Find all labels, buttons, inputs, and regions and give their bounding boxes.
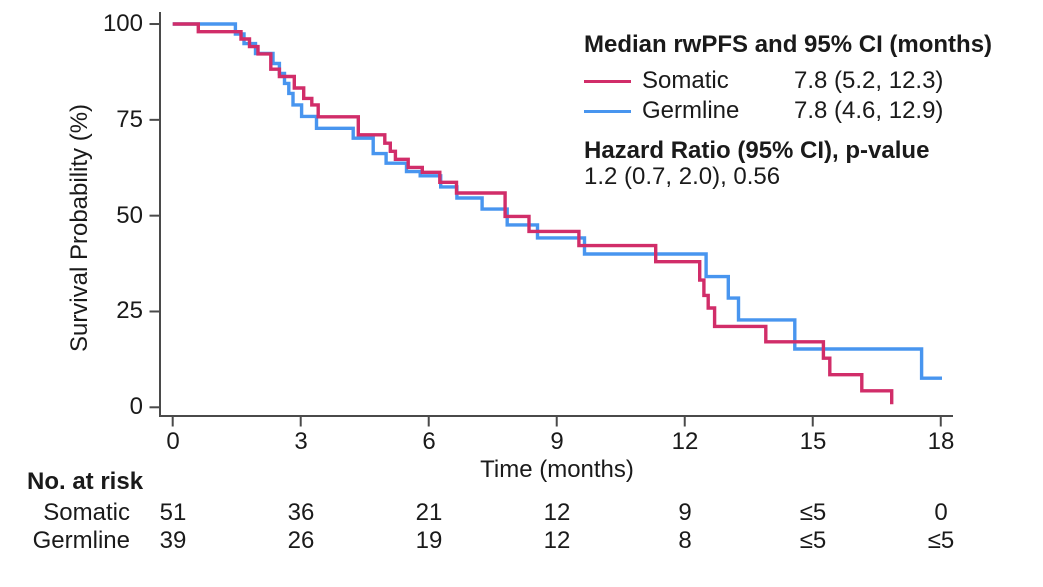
- risk-value-somatic-m0: 51: [159, 499, 187, 526]
- legend: Median rwPFS and 95% CI (months) Somatic…: [584, 32, 1036, 190]
- somatic-line-swatch: [584, 79, 631, 83]
- legend-row-germline: Germline 7.8 (4.6, 12.9): [584, 96, 1036, 126]
- x-tick-label-12: 12: [671, 428, 699, 455]
- risk-value-somatic-m12: 9: [678, 499, 692, 526]
- x-tick-label-15: 15: [799, 428, 827, 455]
- x-tick-label-9: 9: [550, 428, 564, 455]
- y-tick-label-25: 25: [116, 297, 143, 324]
- hazard-ratio-value: 1.2 (0.7, 2.0), 0.56: [584, 163, 781, 190]
- risk-value-somatic-m18: 0: [934, 499, 948, 526]
- risk-value-somatic-m6: 21: [415, 499, 443, 526]
- risk-table-title: No. at risk: [27, 468, 144, 495]
- legend-row-somatic: Somatic 7.8 (5.2, 12.3): [584, 66, 1036, 96]
- legend-label-germline: Germline: [642, 97, 740, 124]
- legend-title: Median rwPFS and 95% CI (months): [584, 31, 993, 58]
- risk-value-somatic-m9: 12: [543, 499, 571, 526]
- risk-row-label-somatic: Somatic: [43, 499, 130, 526]
- risk-value-germline-m6: 19: [415, 527, 443, 554]
- legend-value-germline: 7.8 (4.6, 12.9): [794, 97, 944, 124]
- x-tick-label-18: 18: [927, 428, 955, 455]
- legend-label-somatic: Somatic: [642, 67, 729, 94]
- risk-value-germline-m0: 39: [159, 527, 187, 554]
- x-tick-label-6: 6: [422, 428, 436, 455]
- y-tick-label-50: 50: [116, 202, 143, 229]
- y-tick-label-100: 100: [102, 10, 143, 37]
- y-tick-label-0: 0: [129, 393, 143, 420]
- risk-value-somatic-m15: ≤5: [799, 499, 827, 526]
- germline-line-swatch: [584, 109, 631, 113]
- x-axis-title: Time (months): [480, 456, 634, 483]
- survival-curve-germline: [172, 22, 942, 380]
- risk-row-label-germline: Germline: [32, 527, 130, 554]
- risk-value-germline-m9: 12: [543, 527, 571, 554]
- x-tick-label-3: 3: [294, 428, 308, 455]
- risk-value-germline-m12: 8: [678, 527, 692, 554]
- risk-value-germline-m15: ≤5: [799, 527, 827, 554]
- risk-value-germline-m3: 26: [287, 527, 315, 554]
- risk-value-somatic-m3: 36: [287, 499, 315, 526]
- x-tick-label-0: 0: [166, 428, 180, 455]
- legend-value-somatic: 7.8 (5.2, 12.3): [794, 67, 944, 94]
- risk-value-germline-m18: ≤5: [927, 527, 955, 554]
- survival-curve-somatic: [172, 22, 894, 405]
- y-tick-label-75: 75: [116, 106, 143, 133]
- hazard-ratio-title: Hazard Ratio (95% CI), p-value: [584, 137, 930, 164]
